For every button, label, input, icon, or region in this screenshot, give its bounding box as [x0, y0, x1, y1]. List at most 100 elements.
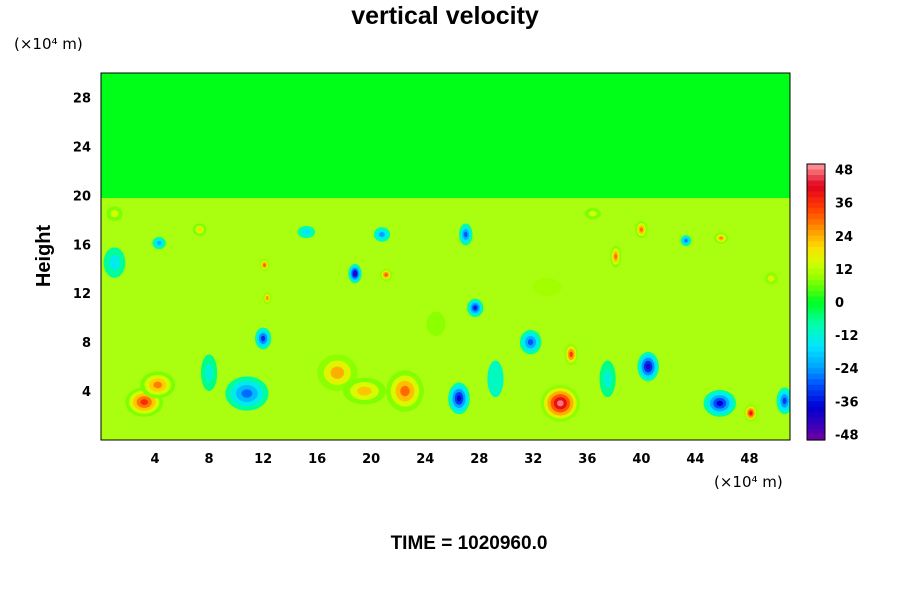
colorbar-band: [807, 390, 825, 397]
colorbar-band: [807, 307, 825, 314]
colorbar-band: [807, 428, 825, 436]
colorbar-band: [807, 362, 825, 369]
x-tick-label: 4: [151, 452, 160, 467]
field-contour: [557, 400, 564, 407]
colorbar-band: [807, 219, 825, 226]
colorbar-band: [807, 169, 825, 176]
x-tick-label: 16: [308, 452, 326, 467]
colorbar-frame: [806, 163, 826, 441]
field-blob: [426, 311, 446, 337]
colorbar-band: [807, 406, 825, 413]
colorbar-band: [807, 175, 825, 182]
field-blob: [263, 291, 272, 305]
field-blob: [225, 376, 269, 411]
field-contour: [487, 360, 504, 398]
field-contour: [767, 275, 775, 282]
upper-field-background: [101, 73, 790, 198]
field-blob: [192, 223, 207, 236]
field-blob: [635, 221, 648, 239]
colorbar-band: [807, 202, 825, 209]
field-contour: [426, 311, 446, 337]
field-blob: [459, 223, 473, 246]
field-contour: [603, 369, 612, 389]
field-contour: [527, 339, 534, 346]
x-tick-label: 44: [686, 452, 704, 467]
colorbar-band: [807, 257, 825, 264]
field-blob: [255, 327, 272, 350]
colorbar-tick-label: -36: [835, 395, 859, 410]
field-blob: [467, 298, 484, 318]
colorbar-tick-label: -48: [835, 428, 859, 443]
colorbar-band: [807, 263, 825, 270]
field-blob: [487, 360, 504, 398]
colorbar-band: [807, 335, 825, 342]
colorbar-band: [807, 180, 825, 187]
field-contour: [263, 263, 266, 267]
field-contour: [379, 232, 385, 237]
field-blob: [564, 343, 578, 366]
field-contour: [456, 395, 462, 402]
colorbar-tick-label: -12: [835, 329, 859, 344]
colorbar-tick-label: 24: [835, 230, 853, 245]
x-tick-labels: 4 8 12 16 20 24 28 32 36 40 44 48: [151, 452, 759, 467]
field-contour: [109, 254, 120, 271]
x-tick-label: 28: [470, 452, 488, 467]
colorbar-band: [807, 296, 825, 303]
colorbar: 48 36 24 12 0 -12 -24 -36 -48: [806, 163, 859, 443]
y-axis-label: Height: [33, 225, 55, 288]
field-contour: [464, 231, 468, 238]
y-tick-label: 28: [73, 91, 91, 106]
y-tick-label: 8: [82, 336, 91, 351]
field-contour: [156, 241, 162, 246]
field-contour: [241, 389, 253, 398]
field-blob: [140, 371, 176, 399]
colorbar-band: [807, 191, 825, 198]
colorbar-band: [807, 351, 825, 358]
field-contour: [110, 210, 119, 218]
colorbar-band: [807, 213, 825, 220]
field-contour: [531, 277, 562, 297]
y-tick-label: 20: [73, 189, 91, 204]
field-contour: [261, 335, 266, 342]
colorbar-band: [807, 241, 825, 248]
field-contour: [569, 351, 573, 358]
field-blob: [259, 258, 270, 272]
field-blobs: [103, 206, 790, 422]
colorbar-tick-label: 12: [835, 263, 853, 278]
field-blob: [103, 247, 126, 278]
y-tick-label: 16: [73, 238, 91, 253]
field-blob: [152, 236, 166, 250]
colorbar-tick-label: 36: [835, 197, 853, 212]
colorbar-band: [807, 235, 825, 242]
colorbar-tick-label: 48: [835, 164, 853, 179]
colorbar-band: [807, 186, 825, 193]
colorbar-band: [807, 164, 825, 171]
field-blob: [584, 208, 601, 220]
field-blob: [714, 232, 728, 244]
colorbar-band: [807, 279, 825, 287]
colorbar-band: [807, 274, 825, 281]
field-contour: [140, 399, 149, 406]
colorbar-band: [807, 423, 825, 430]
y-tick-label: 4: [82, 385, 91, 400]
field-blob: [297, 225, 316, 239]
x-tick-label: 36: [578, 452, 596, 467]
colorbar-bands: [807, 164, 825, 441]
field-contour: [588, 210, 597, 217]
field-blob: [764, 272, 778, 285]
field-contour: [330, 366, 345, 379]
colorbar-tick-label: -24: [835, 362, 859, 377]
colorbar-band: [807, 313, 825, 320]
field-contour: [614, 253, 618, 260]
field-blob: [744, 404, 758, 422]
field-contour: [353, 271, 357, 276]
field-blob: [703, 389, 736, 417]
colorbar-band: [807, 412, 825, 419]
colorbar-band: [807, 285, 825, 292]
field-blob: [599, 360, 616, 398]
colorbar-band: [807, 208, 825, 215]
field-blob: [106, 206, 123, 222]
field-contour: [782, 397, 787, 405]
field-blob: [540, 384, 580, 422]
